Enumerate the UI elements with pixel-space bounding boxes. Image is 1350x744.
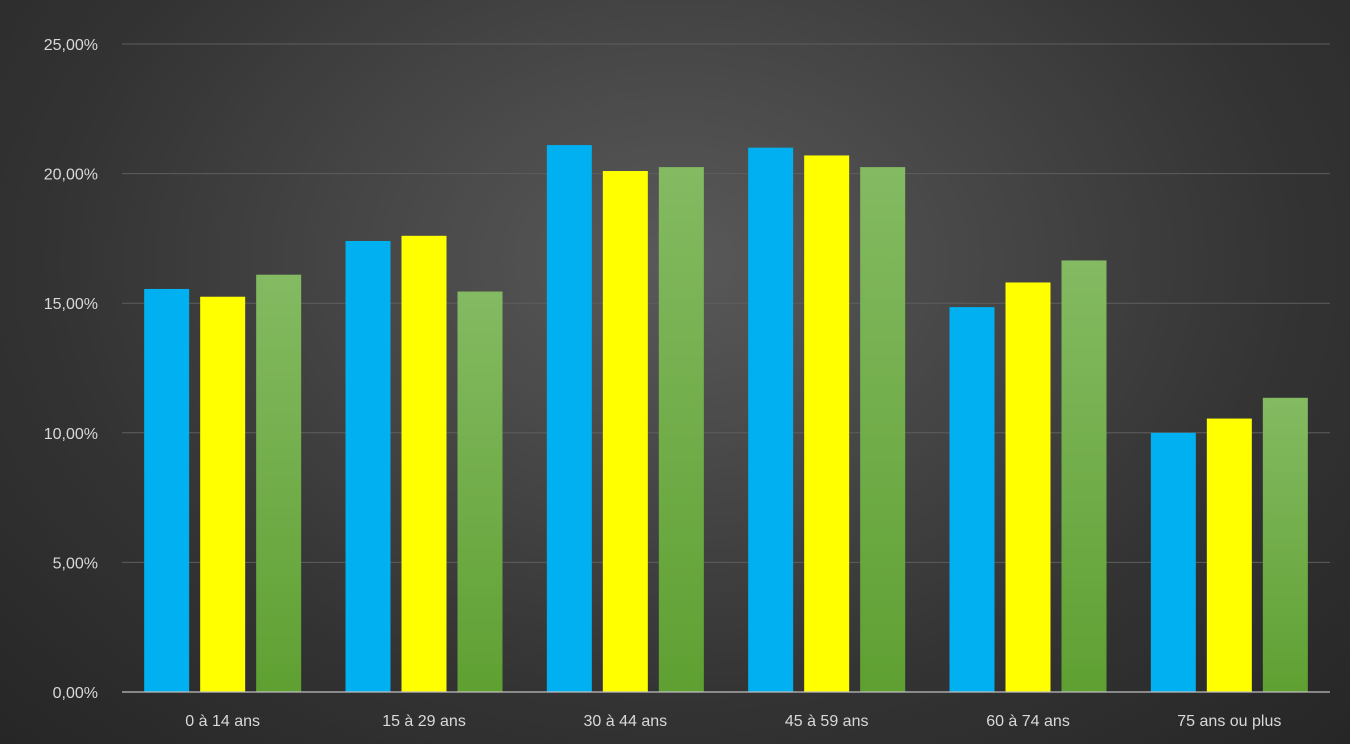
y-tick-label: 20,00% [44,167,98,184]
x-tick-label: 30 à 44 ans [584,713,668,730]
bar-series-2-2 [602,171,648,692]
bar-series-3-0 [256,274,302,692]
bar-series-1-2 [546,145,592,692]
x-tick-label: 60 à 74 ans [986,713,1070,730]
bar-series-2-5 [1206,418,1252,692]
bar-series-3-5 [1262,397,1308,692]
y-tick-label: 25,00% [44,37,98,54]
bar-series-2-3 [804,155,850,692]
x-tick-label: 75 ans ou plus [1177,713,1281,730]
bar-series-2-4 [1005,282,1051,692]
x-tick-label: 15 à 29 ans [382,713,466,730]
bar-series-1-3 [748,147,794,692]
y-tick-label: 15,00% [44,296,98,313]
x-tick-label: 45 à 59 ans [785,713,869,730]
bars [144,145,1308,693]
bar-series-2-1 [401,235,447,693]
y-tick-label: 5,00% [53,555,98,572]
bar-series-1-1 [345,240,391,692]
bar-series-1-0 [144,288,190,692]
bar-series-1-4 [949,307,995,692]
bar-series-3-4 [1061,260,1107,692]
bar-series-3-1 [457,291,503,692]
bar-series-3-2 [658,167,704,692]
bar-series-1-5 [1150,432,1196,692]
y-tick-label: 10,00% [44,426,98,443]
bar-series-2-0 [200,296,246,692]
axes: 0,00% 5,00% 10,00% 15,00% 20,00% 25,00% 0 à 14… [44,37,1330,730]
gridlines [122,43,1330,563]
x-tick-label: 0 à 14 ans [185,713,260,730]
y-tick-label: 0,00% [53,685,98,702]
bar-series-3-3 [860,167,906,692]
